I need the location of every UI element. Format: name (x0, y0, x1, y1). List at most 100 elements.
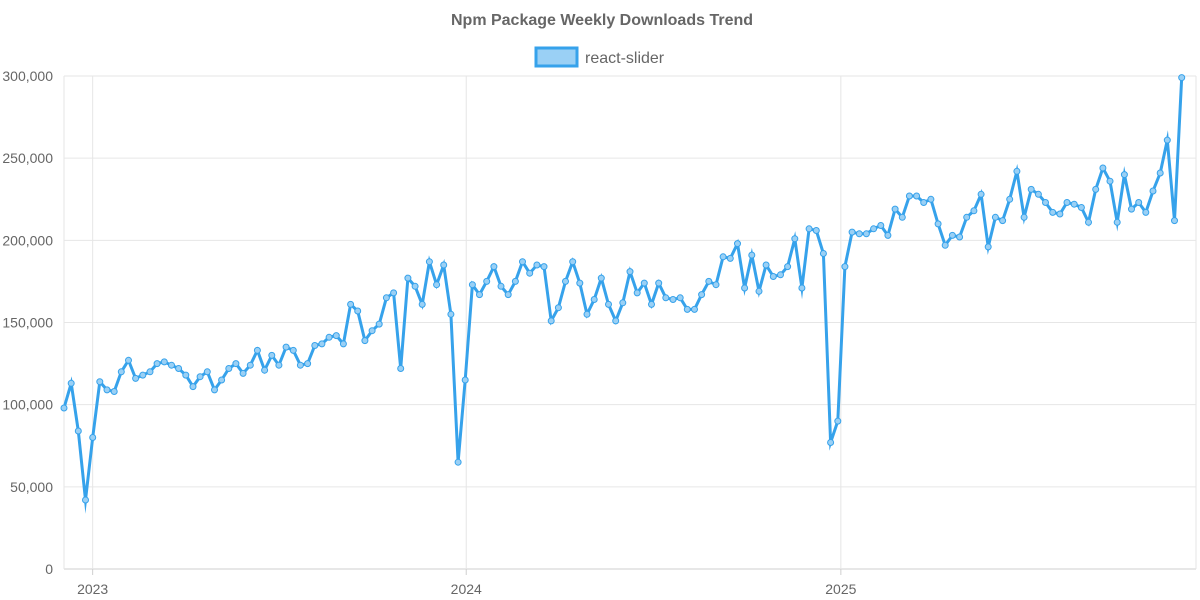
data-point[interactable] (347, 300, 355, 308)
data-point[interactable] (211, 386, 218, 394)
data-point[interactable] (390, 289, 398, 297)
data-point[interactable] (454, 458, 462, 466)
data-point[interactable] (361, 337, 369, 345)
data-point[interactable] (497, 282, 505, 290)
data-point[interactable] (132, 374, 140, 382)
data-point[interactable] (468, 281, 476, 289)
data-point[interactable] (791, 235, 799, 243)
data-point[interactable] (526, 269, 534, 277)
data-point[interactable] (82, 496, 89, 504)
data-point[interactable] (1020, 213, 1028, 221)
data-point[interactable] (511, 277, 519, 285)
data-point[interactable] (1106, 177, 1114, 185)
data-point[interactable] (755, 287, 763, 295)
data-point[interactable] (762, 261, 770, 269)
data-point[interactable] (354, 307, 362, 315)
data-point[interactable] (1163, 136, 1171, 144)
data-point[interactable] (662, 294, 670, 302)
data-point[interactable] (999, 217, 1007, 225)
data-point[interactable] (218, 376, 226, 384)
data-point[interactable] (805, 225, 813, 233)
data-point[interactable] (325, 333, 333, 341)
data-point[interactable] (1034, 190, 1042, 198)
data-point[interactable] (626, 268, 634, 276)
data-point[interactable] (583, 310, 591, 318)
data-point[interactable] (777, 271, 784, 279)
data-point[interactable] (397, 365, 405, 372)
data-point[interactable] (963, 213, 971, 221)
data-point[interactable] (519, 258, 526, 266)
data-point[interactable] (705, 277, 713, 285)
data-point[interactable] (597, 274, 605, 282)
data-point[interactable] (1077, 204, 1085, 211)
data-point[interactable] (110, 388, 118, 395)
data-point[interactable] (862, 230, 870, 238)
data-point[interactable] (712, 281, 720, 289)
data-point[interactable] (819, 250, 827, 257)
data-point[interactable] (117, 368, 125, 376)
data-point[interactable] (261, 366, 269, 374)
data-point[interactable] (153, 360, 161, 368)
data-point[interactable] (189, 383, 197, 391)
data-point[interactable] (841, 263, 849, 271)
data-point[interactable] (89, 434, 97, 441)
data-point[interactable] (540, 263, 548, 271)
data-point[interactable] (476, 291, 483, 299)
data-point[interactable] (533, 261, 541, 269)
data-point[interactable] (125, 356, 132, 364)
data-point[interactable] (920, 199, 928, 206)
data-point[interactable] (182, 371, 190, 379)
data-point[interactable] (934, 220, 942, 228)
data-point[interactable] (411, 282, 419, 290)
data-point[interactable] (855, 230, 863, 238)
data-point[interactable] (576, 279, 584, 287)
data-point[interactable] (311, 342, 319, 349)
data-point[interactable] (648, 300, 655, 308)
data-point[interactable] (1027, 185, 1035, 193)
data-point[interactable] (225, 365, 233, 372)
data-point[interactable] (991, 213, 999, 221)
data-point[interactable] (590, 296, 598, 303)
data-point[interactable] (655, 279, 663, 287)
data-point[interactable] (339, 340, 347, 348)
data-point[interactable] (1113, 218, 1121, 226)
data-point[interactable] (268, 351, 276, 359)
data-point[interactable] (1085, 218, 1092, 226)
data-point[interactable] (798, 284, 806, 292)
data-point[interactable] (683, 305, 691, 313)
data-point[interactable] (239, 369, 247, 377)
data-point[interactable] (146, 368, 154, 376)
data-point[interactable] (232, 360, 240, 368)
data-point[interactable] (619, 299, 627, 307)
data-point[interactable] (1120, 171, 1128, 179)
data-point[interactable] (203, 368, 211, 376)
data-point[interactable] (984, 243, 992, 251)
legend[interactable]: react-slider (534, 46, 665, 68)
data-point[interactable] (196, 373, 204, 381)
data-point[interactable] (461, 376, 469, 384)
data-point[interactable] (447, 310, 455, 318)
data-point[interactable] (870, 225, 878, 233)
data-point[interactable] (569, 258, 577, 266)
data-point[interactable] (676, 294, 684, 302)
data-point[interactable] (490, 263, 498, 271)
data-point[interactable] (956, 233, 964, 241)
data-point[interactable] (884, 231, 892, 239)
data-point[interactable] (891, 205, 899, 213)
data-point[interactable] (719, 253, 727, 261)
data-point[interactable] (927, 195, 935, 203)
data-point[interactable] (275, 361, 283, 369)
data-point[interactable] (769, 273, 777, 280)
data-point[interactable] (332, 332, 340, 340)
data-point[interactable] (253, 346, 261, 354)
data-point[interactable] (1063, 199, 1071, 206)
data-point[interactable] (913, 192, 921, 200)
data-point[interactable] (1099, 164, 1107, 172)
data-point[interactable] (691, 305, 698, 313)
data-point[interactable] (562, 277, 569, 285)
data-point[interactable] (948, 231, 956, 239)
data-point[interactable] (60, 404, 68, 412)
data-point[interactable] (282, 343, 290, 351)
data-point[interactable] (1056, 210, 1064, 218)
data-point[interactable] (748, 251, 756, 259)
